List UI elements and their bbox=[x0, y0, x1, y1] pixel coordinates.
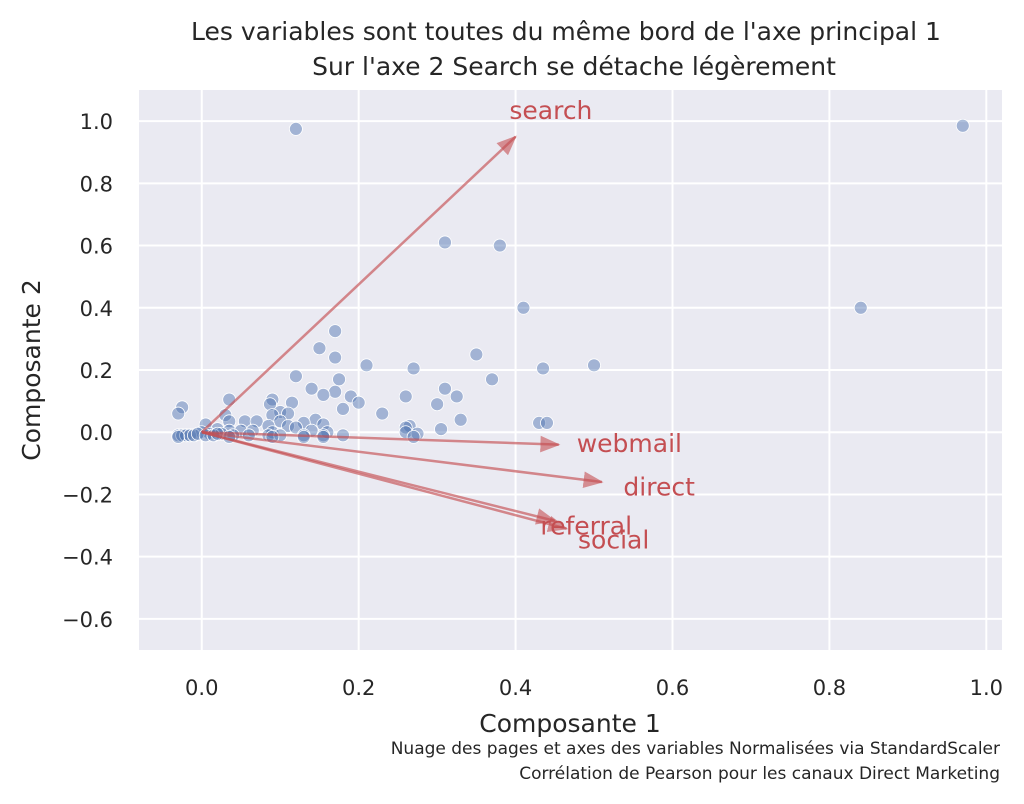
scatter-point bbox=[398, 420, 413, 435]
scatter-point bbox=[332, 372, 346, 387]
x-axis-label: Composante 1 bbox=[479, 709, 661, 738]
y-tick-labels: 1.0 0.8 0.6 0.4 0.2 0.0 −0.2 −0.4 −0.6 bbox=[62, 110, 113, 632]
vector-label-social: social bbox=[578, 526, 649, 555]
scatter-point bbox=[536, 361, 550, 376]
y-tick-label: 0.4 bbox=[80, 297, 113, 321]
caption-line-1: Nuage des pages et axes des variables No… bbox=[391, 739, 1000, 759]
scatter-point bbox=[312, 341, 327, 356]
x-tick-label: 0.0 bbox=[185, 676, 218, 700]
scatter-point bbox=[304, 381, 319, 396]
x-tick-labels: 0.0 0.2 0.4 0.6 0.8 1.0 bbox=[185, 676, 1003, 700]
vector-social bbox=[201, 431, 569, 533]
grid-lines bbox=[139, 90, 1002, 650]
scatter-point bbox=[336, 401, 350, 416]
x-tick-label: 1.0 bbox=[970, 676, 1003, 700]
scatter-point bbox=[469, 347, 484, 362]
x-tick-label: 0.6 bbox=[656, 676, 689, 700]
vector-label-search: search bbox=[509, 96, 592, 125]
scatter-point bbox=[316, 417, 331, 432]
scatter-point bbox=[540, 415, 554, 430]
vector-search bbox=[200, 135, 517, 434]
y-tick-label: 0.6 bbox=[80, 235, 113, 259]
scatter-point bbox=[171, 406, 186, 421]
scatter-point bbox=[351, 395, 366, 410]
y-tick-label: 1.0 bbox=[80, 110, 113, 134]
scatter-point bbox=[375, 406, 390, 421]
scatter-point bbox=[273, 414, 288, 429]
scatter-point bbox=[532, 415, 547, 430]
y-tick-label: 0.2 bbox=[80, 359, 113, 383]
chart-title-line-2: Sur l'axe 2 Search se détache légèrement bbox=[312, 52, 836, 81]
scatter-point bbox=[222, 392, 237, 407]
scatter-point bbox=[485, 372, 499, 387]
y-tick-label: 0.0 bbox=[80, 421, 113, 445]
vector-direct bbox=[201, 430, 604, 489]
scatter-point bbox=[453, 412, 468, 427]
scatter-point bbox=[516, 300, 531, 315]
scatter-point bbox=[398, 389, 413, 404]
scatter-point bbox=[328, 350, 343, 365]
scatter-point bbox=[359, 358, 374, 373]
scatter-point bbox=[406, 429, 421, 444]
scatter-point bbox=[328, 324, 343, 339]
scatter-point bbox=[289, 121, 303, 136]
scatter-point bbox=[171, 429, 186, 444]
scatter-point bbox=[438, 381, 452, 396]
scatter-point bbox=[434, 422, 448, 437]
y-tick-label: −0.4 bbox=[62, 546, 113, 570]
y-tick-label: 0.8 bbox=[80, 172, 113, 196]
scatter-point bbox=[289, 369, 303, 384]
caption-line-2: Corrélation de Pearson pour les canaux D… bbox=[519, 764, 1000, 784]
scatter-point bbox=[430, 397, 445, 412]
x-tick-label: 0.8 bbox=[813, 676, 846, 700]
scatter-point bbox=[406, 361, 421, 376]
vector-label-direct: direct bbox=[623, 473, 695, 502]
vector-webmail bbox=[201, 430, 561, 453]
scatter-point bbox=[449, 389, 464, 404]
y-tick-label: −0.2 bbox=[62, 483, 113, 507]
y-axis-label: Composante 2 bbox=[17, 279, 46, 461]
y-tick-label: −0.6 bbox=[62, 608, 113, 632]
scatter-point bbox=[263, 397, 277, 412]
scatter-point bbox=[438, 235, 452, 250]
scatter-point bbox=[853, 300, 868, 315]
scatter-point bbox=[587, 358, 601, 373]
scatter-point bbox=[316, 387, 331, 402]
vector-label-webmail: webmail bbox=[577, 429, 682, 458]
scatter-point bbox=[955, 118, 970, 133]
scatter-point bbox=[285, 395, 299, 410]
scatter-point bbox=[328, 384, 343, 399]
x-tick-label: 0.4 bbox=[499, 676, 532, 700]
x-tick-label: 0.2 bbox=[342, 676, 375, 700]
scatter-point bbox=[492, 238, 507, 253]
chart-title-line-1: Les variables sont toutes du même bord d… bbox=[191, 17, 941, 46]
scatter-points bbox=[171, 118, 970, 444]
scatter-point bbox=[336, 428, 350, 443]
